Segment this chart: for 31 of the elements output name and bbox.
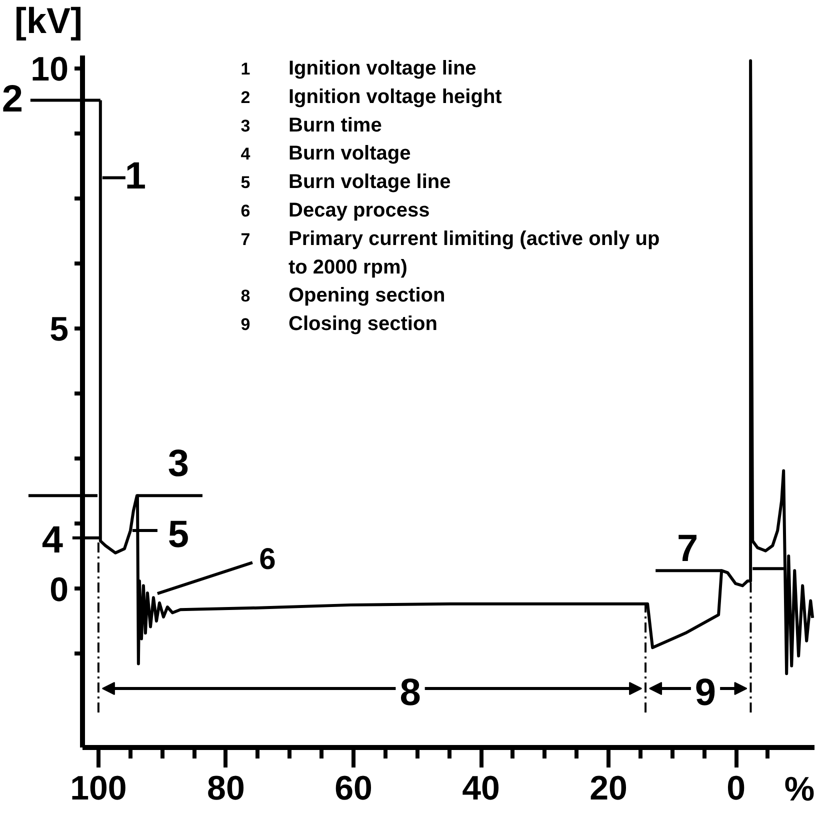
text: 9 — [694, 672, 716, 714]
x-tick-label: 40 — [462, 770, 500, 808]
annotation: 2 — [2, 78, 23, 121]
text: 6 Decay process — [240, 200, 430, 222]
text: Opening section — [288, 284, 446, 307]
text: 4 Burn voltage — [240, 142, 411, 165]
text: Closing section — [288, 313, 438, 336]
annotation: 7 — [677, 528, 698, 570]
y-tick-label: 10 — [30, 50, 69, 89]
annotation: 3 — [168, 443, 190, 486]
x-tick-label: 60 — [334, 770, 372, 808]
y-tick-label: 0 — [50, 570, 69, 609]
text: 1 Ignition voltage line — [240, 58, 476, 80]
annotation: 6 — [259, 543, 276, 576]
text: 3 Burn time — [240, 114, 382, 136]
x-axis-title: % — [784, 770, 815, 808]
annotation: 1 — [124, 155, 146, 198]
annotation: 8 — [240, 286, 250, 306]
text: 2 Ignition voltage height — [240, 86, 502, 108]
annotation: 9 — [240, 315, 250, 334]
annotation: 4 — [42, 519, 63, 562]
x-tick-label: 100 — [70, 770, 127, 808]
text: 7 Primary current limiting (active only up to 2000 rpm) — [240, 228, 660, 278]
x-tick-label: 20 — [590, 770, 628, 808]
text: 5 Burn voltage line — [240, 171, 451, 194]
x-tick-label: 0 — [726, 770, 746, 808]
x-tick-label: 80 — [207, 770, 245, 808]
text: 8 — [400, 672, 421, 714]
y-axis-title: [kV] — [14, 0, 83, 41]
y-tick-label: 5 — [50, 310, 69, 349]
annotation: 5 — [168, 514, 190, 556]
